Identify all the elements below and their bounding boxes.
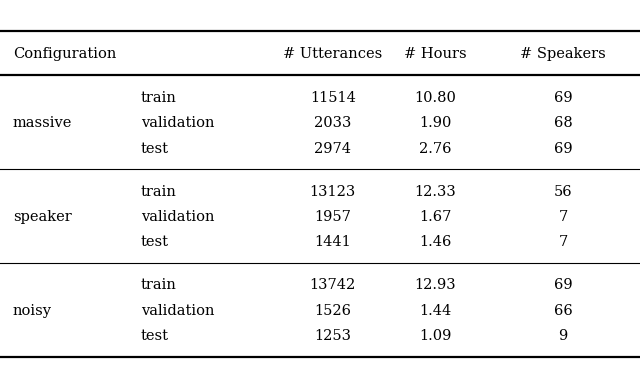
Text: 1.90: 1.90	[419, 116, 451, 130]
Text: validation: validation	[141, 304, 214, 318]
Text: 7: 7	[559, 210, 568, 224]
Text: 68: 68	[554, 116, 573, 130]
Text: 1253: 1253	[314, 329, 351, 343]
Text: 13123: 13123	[310, 185, 356, 198]
Text: validation: validation	[141, 116, 214, 130]
Text: train: train	[141, 185, 177, 198]
Text: validation: validation	[141, 210, 214, 224]
Text: 56: 56	[554, 185, 573, 198]
Text: 11514: 11514	[310, 91, 356, 105]
Text: massive: massive	[13, 116, 72, 130]
Text: Configuration: Configuration	[13, 47, 116, 61]
Text: 9: 9	[559, 329, 568, 343]
Text: 2.76: 2.76	[419, 142, 451, 155]
Text: 13742: 13742	[310, 278, 356, 292]
Text: 1526: 1526	[314, 304, 351, 318]
Text: 1957: 1957	[314, 210, 351, 224]
Text: # Hours: # Hours	[404, 47, 467, 61]
Text: test: test	[141, 236, 169, 249]
Text: 10.80: 10.80	[414, 91, 456, 105]
Text: # Utterances: # Utterances	[283, 47, 383, 61]
Text: train: train	[141, 278, 177, 292]
Text: train: train	[141, 91, 177, 105]
Text: 2033: 2033	[314, 116, 351, 130]
Text: 1.67: 1.67	[419, 210, 451, 224]
Text: speaker: speaker	[13, 210, 72, 224]
Text: 7: 7	[559, 236, 568, 249]
Text: 69: 69	[554, 91, 573, 105]
Text: 1.46: 1.46	[419, 236, 451, 249]
Text: test: test	[141, 329, 169, 343]
Text: 69: 69	[554, 142, 573, 155]
Text: 1.09: 1.09	[419, 329, 451, 343]
Text: # Speakers: # Speakers	[520, 47, 606, 61]
Text: 1441: 1441	[314, 236, 351, 249]
Text: 2974: 2974	[314, 142, 351, 155]
Text: noisy: noisy	[13, 304, 52, 318]
Text: 1.44: 1.44	[419, 304, 451, 318]
Text: 12.33: 12.33	[414, 185, 456, 198]
Text: 69: 69	[554, 278, 573, 292]
Text: test: test	[141, 142, 169, 155]
Text: 12.93: 12.93	[414, 278, 456, 292]
Text: 66: 66	[554, 304, 573, 318]
